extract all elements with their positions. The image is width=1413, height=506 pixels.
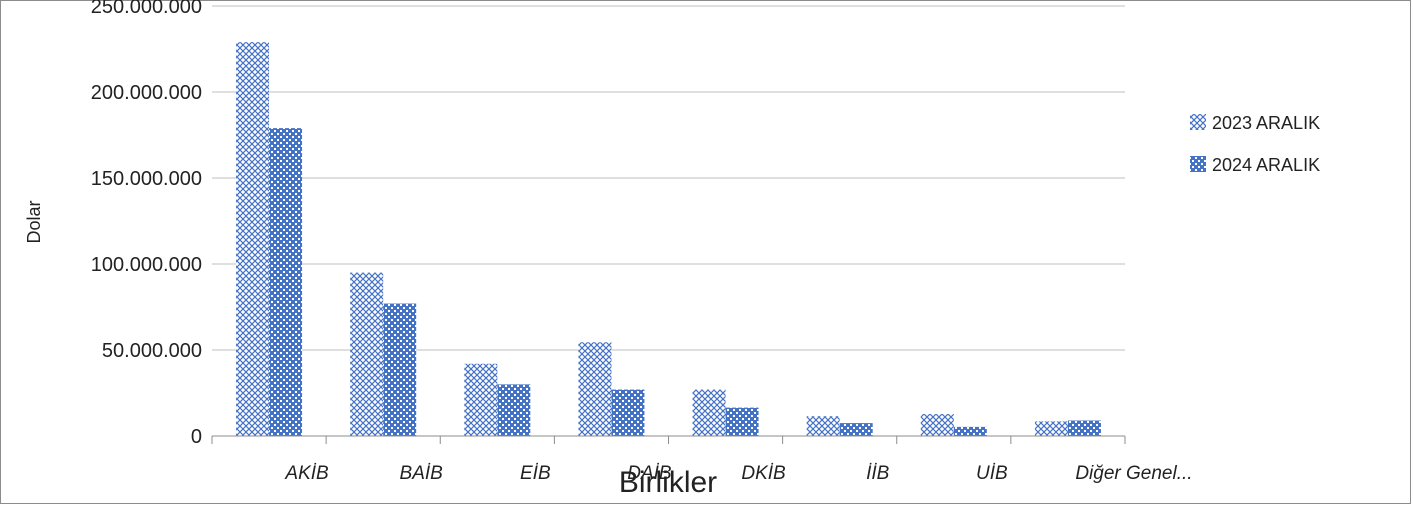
bar-2023 [1034,421,1068,436]
x-tick-label: İİB [866,463,890,484]
x-tick-label: DKİB [741,463,786,484]
bar-2023 [464,363,498,436]
x-tick-label: UİB [976,463,1008,484]
bar-2024 [383,303,417,436]
legend-swatch [1190,114,1206,130]
bar-2023 [350,272,384,436]
bar-2024 [953,426,987,436]
legend-label: 2023 ARALIK [1212,113,1320,133]
bar-2023 [806,416,840,436]
bar-2024 [611,389,645,436]
bar-2023 [236,42,270,437]
bar-2024 [497,384,531,436]
x-tick-label: BAİB [400,463,444,484]
bar-2024 [725,407,759,436]
y-tick-label: 0 [191,426,202,448]
bar-2024 [269,128,303,436]
y-axis-title: Dolar [24,200,44,243]
x-tick-label: DAİB [627,463,672,484]
y-tick-label: 200.000.000 [91,82,202,104]
y-tick-label: 150.000.000 [91,168,202,190]
x-tick-label: Diğer Genel... [1075,463,1192,484]
bar-2024 [839,423,873,436]
y-tick-label: 50.000.000 [102,340,202,362]
bar-2023 [578,342,612,436]
x-tick-label: AKİB [284,463,329,484]
x-axis-title: Birlikler [619,466,717,499]
bar-2023 [920,413,954,436]
bar-2024 [1067,420,1101,436]
x-tick-label: EİB [520,463,551,484]
legend-label: 2024 ARALIK [1212,155,1320,175]
y-tick-label: 250.000.000 [91,0,202,18]
legend-swatch [1190,156,1206,172]
y-tick-label: 100.000.000 [91,254,202,276]
bar-2023 [692,389,726,436]
